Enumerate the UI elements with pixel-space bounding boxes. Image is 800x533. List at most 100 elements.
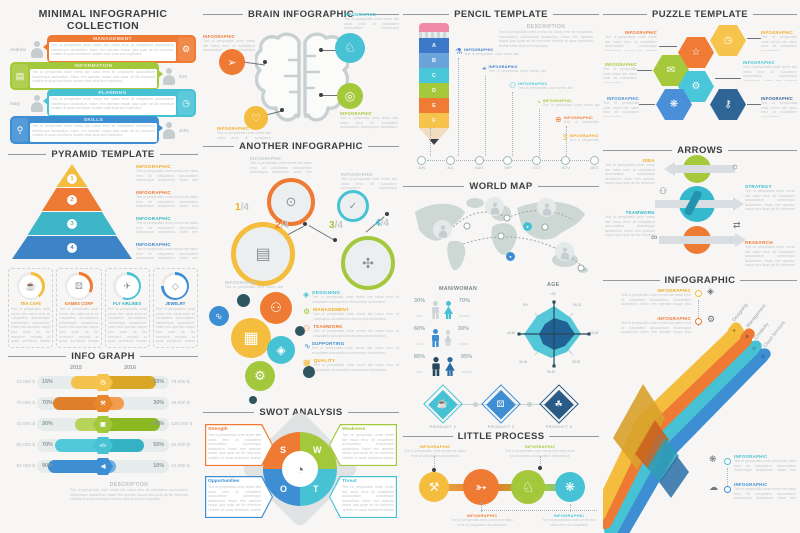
demo-row-1: 30% MAN 70% WOMAN [413, 298, 471, 319]
product-3-diamond: ☘ [539, 384, 579, 424]
years-row: 2015 2016 [8, 365, 198, 371]
age-radar-chart: <18 18-23 23-28 28-35 35-40 40-45 45-50 … [507, 290, 599, 386]
card-tea-cafe: ☕ TEA CAFE Text ut perspiciatis unde omn… [8, 268, 54, 348]
connector-line [747, 38, 761, 39]
person-avatar [162, 121, 176, 139]
timeline-connector [566, 126, 567, 156]
decor-dot [295, 326, 305, 336]
pencil-ferrule [419, 32, 449, 38]
description-block: DESCRIPTION Text ut perspiciatis unde om… [70, 482, 188, 502]
level-label-4: INFOGRAPHIC Text ut perspiciatis unde om… [136, 242, 198, 260]
man-woman-title: MAN/WOMAN [439, 286, 478, 292]
gear-icon: ⚙ [245, 361, 275, 391]
cascade-step-4: ◔ INFOGRAPHIC Text ut perspiciatis unde o… [536, 98, 600, 110]
timeline: JUN JUL AUG SEP OCT NOV DEC [417, 156, 599, 170]
tools-icon: ⚒ [93, 395, 113, 412]
cup-icon: ☕ [437, 398, 449, 409]
header-line [139, 355, 199, 357]
ribbon-connector [727, 468, 728, 490]
header-line [603, 149, 673, 151]
header-line [537, 185, 600, 187]
clock-icon: ◷ [710, 25, 746, 56]
header-line [367, 145, 399, 147]
pin-icon: ⌖ [482, 64, 487, 73]
people-icon: ⚇ [260, 292, 292, 324]
arrow-left [669, 165, 735, 173]
link-icon: ∞ [302, 340, 313, 352]
swot-letter-w: W [313, 445, 322, 455]
swot-box-threat: Threat Text ut perspiciatis unde omnis i… [329, 476, 397, 518]
puzzle-label: INFOGRAPHIC Text ut perspiciatis unde om… [761, 96, 797, 117]
section-info-graph: INFO GRAPH 2015 2016 23.000 $ 15% 55% ◷ … [8, 350, 199, 530]
connector-line [321, 50, 338, 51]
timeline-stop: JUL [445, 156, 455, 170]
section-title: LITTLE PROCESS [457, 430, 545, 442]
section-title: PYRAMID TEMPLATE [51, 148, 155, 160]
banner-title: INFORMATION [74, 64, 113, 69]
header-line [359, 13, 399, 15]
timeline-connector [458, 58, 459, 156]
avatar-south [555, 242, 574, 261]
person-avatar [162, 67, 176, 85]
rocket-icon: ➢ [219, 49, 245, 75]
heart-icon: ♡ [244, 106, 268, 130]
demo-row-3: 85% MAN 95% WOMAN [413, 354, 473, 376]
header-line [549, 435, 600, 437]
section-title: ANOTHER INFOGRAPHIC [239, 140, 363, 152]
clock-icon: ◷ [178, 91, 194, 115]
gear-icon: ⚙ [707, 314, 716, 324]
header-line [403, 435, 453, 437]
connector-dot [527, 402, 532, 407]
gamepad-icon: ⚄ [67, 274, 91, 298]
header-line [203, 411, 255, 413]
ribbon-label-orange: INFOGRAPHIC Text ut perspiciatis unde om… [621, 316, 691, 334]
person-name: Mary [10, 100, 21, 106]
people-icon: ⚇ [303, 324, 311, 333]
cascade-step-2: ⌖ INFOGRAPHIC Text ut perspiciatis unde o… [482, 64, 546, 76]
description-block: DESCRIPTION Text ut perspiciatis unde om… [499, 24, 593, 48]
section-header: INFOGRAPHIC [603, 274, 797, 286]
swot-wheel: S W O T ◔ [263, 432, 337, 506]
woman-figure [444, 301, 453, 319]
clock-icon: ◷ [93, 374, 113, 391]
section-world-map: WORLD MAP [403, 180, 600, 282]
list-item: ◈ DESIGNING Text ut perspiciatis unde om… [303, 290, 399, 304]
box-icon: ◈ [707, 286, 714, 296]
fraction-4-4: 4/4 [375, 218, 389, 229]
briefcase-icon: ▦ [303, 358, 311, 367]
eye-icon: ⊙ [267, 178, 315, 226]
ribbon-label-cyan: INFOGRAPHIC Text ut perspiciatis unde om… [734, 454, 796, 472]
section-header: LITTLE PROCESS [403, 430, 600, 442]
process-connector [434, 456, 435, 470]
process-label-4: INFOGRAPHIC Text ut perspiciatis unde om… [542, 513, 596, 527]
woman-figure [444, 330, 452, 346]
card-fly-airlines: ✈ FLY AIRLINES Text ut perspiciatis unde… [104, 268, 150, 348]
connector-line [747, 104, 761, 105]
section-header: INFO GRAPH [8, 350, 199, 362]
process-connector [570, 504, 571, 512]
pencil-graphic: A B C D E F [419, 23, 449, 145]
level-label-3: INFOGRAPHIC Text ut perspiciatis unde om… [136, 216, 198, 234]
process-label-3: INFOGRAPHIC Text ut perspiciatis unde om… [505, 444, 575, 458]
people-icon: ⚇ [659, 186, 668, 196]
arrows-label-teamwork: TEAMWORK Text ut perspiciatis unde omnis… [605, 210, 655, 237]
bird-icon: ➳ [463, 469, 499, 505]
speaker-icon: ◀ [93, 458, 113, 475]
section-header: PUZZLE TEMPLATE [603, 8, 798, 20]
brain-label-cyan: INFOGRAPHIC Text ut perspiciatis unde om… [344, 12, 399, 30]
plane-icon: ✈ [115, 274, 139, 298]
globe-icon: ⊕ [555, 115, 562, 124]
camera-icon: ▣ [93, 416, 113, 433]
card-name: JEWELRY [165, 301, 186, 306]
header-line [8, 153, 47, 155]
level-number: 2 [67, 195, 77, 205]
banner-text: Text ut perspiciatis unde omnis iste nat… [30, 123, 157, 142]
section-header: BRAIN INFOGRAPHIC [203, 8, 399, 20]
card-name: GAMES CORP [64, 301, 94, 306]
ribbon-node [695, 318, 702, 325]
box-icon: ◈ [303, 290, 310, 299]
header-line [347, 411, 399, 413]
swot-box-strength: Strength Text ut perspiciatis unde omnis… [205, 424, 273, 466]
link-icon: ∞ [204, 301, 234, 331]
